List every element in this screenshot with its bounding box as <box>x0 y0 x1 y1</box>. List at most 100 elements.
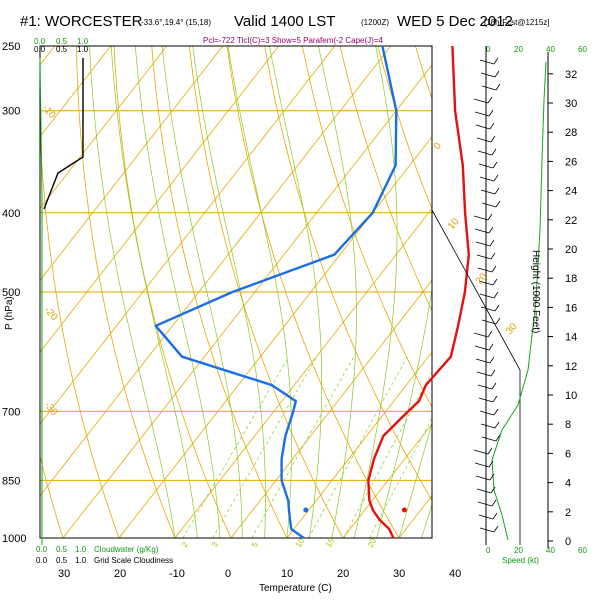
wind-barb <box>479 57 499 65</box>
wind-barb <box>474 460 494 468</box>
height-label: 0 <box>565 536 571 548</box>
wind-barb <box>475 473 495 481</box>
isotherm-left-label: -20 <box>42 305 60 323</box>
left-bottom-grn-0: 0.0 <box>36 545 48 554</box>
wind-barb-staff <box>479 410 495 416</box>
left-bottom-grn-2: 1.0 <box>75 545 87 554</box>
left-bottom-blk-1: 0.5 <box>56 556 68 565</box>
wind-barb-staff <box>480 306 496 312</box>
wind-barb-flag <box>495 200 501 208</box>
wind-barb-flag <box>491 265 497 273</box>
height-label: 26 <box>565 156 577 168</box>
wind-barb-staff <box>479 59 495 65</box>
wind-barb <box>474 343 494 351</box>
moist-adiabat <box>376 287 432 538</box>
height-label: 10 <box>565 390 577 402</box>
dewpoint-surface-point <box>303 507 309 513</box>
wind-barb-flag <box>490 135 496 143</box>
wind-barb-flag <box>494 304 500 312</box>
temp-tick-label: 10 <box>281 568 293 580</box>
wind-barb <box>476 252 496 260</box>
mixing-ratio-label: 3 <box>210 540 220 549</box>
wind-barb <box>480 421 500 429</box>
wind-barb <box>477 382 497 390</box>
isotherm-label: 20 <box>474 271 490 287</box>
wind-barb <box>480 304 500 312</box>
moist-adiabat <box>398 421 432 538</box>
isotherm-line <box>40 46 168 210</box>
isotherm-label: 30 <box>504 321 520 337</box>
temperature-surface-point <box>401 507 407 513</box>
dewpoint-line <box>154 45 398 539</box>
wind-barb-staff <box>478 514 494 520</box>
wind-barb-flag <box>492 512 498 520</box>
title-date: WED 5 Dec 2012 <box>397 13 513 30</box>
temp-tick-label: 40 <box>449 568 461 580</box>
wind-barb <box>475 356 495 364</box>
dry-adiabat <box>339 46 432 312</box>
isotherm-line <box>511 46 600 538</box>
wind-barb-staff <box>477 267 493 273</box>
grid-scale-label: Grid Scale Cloudiness <box>94 556 173 565</box>
wind-barb-staff <box>475 124 491 130</box>
moist-adiabat <box>110 46 198 538</box>
wind-barb <box>475 122 495 130</box>
dry-adiabat <box>40 119 120 538</box>
wind-barb-flag <box>487 96 493 104</box>
wind-barb <box>479 291 499 299</box>
wind-barb-staff <box>481 319 497 325</box>
wind-speed-curve <box>491 61 547 541</box>
wind-barb-flag <box>487 330 493 338</box>
wind-barb-staff <box>479 293 495 299</box>
mixing-ratio-label: 5 <box>250 540 260 549</box>
moist-adiabat <box>192 46 266 538</box>
wind-barb-staff <box>476 371 492 377</box>
wind-barb-flag <box>488 226 494 234</box>
wind-barb <box>474 109 494 117</box>
height-axis-title: Height (1000 Feet) <box>530 250 541 333</box>
y-axis-title: P (hPa) <box>4 296 15 330</box>
wind-barb-staff <box>481 85 497 91</box>
wind-barb-staff <box>477 501 493 507</box>
wind-barb <box>473 213 493 221</box>
pressure-label: 500 <box>2 287 20 299</box>
mixing-ratio-label: 2 <box>180 540 190 549</box>
left-bottom-blk-2: 1.0 <box>75 556 87 565</box>
wind-barb-flag <box>490 486 496 494</box>
dry-adiabat <box>76 46 176 538</box>
wind-barb <box>476 369 496 377</box>
wind-barb-flag <box>495 317 501 325</box>
moist-adiabat <box>134 46 221 538</box>
left-top-label-2: 1.0 <box>77 37 89 46</box>
wind-barb-staff <box>474 462 490 468</box>
wind-barb-flag <box>487 447 493 455</box>
moist-adiabat <box>353 46 398 538</box>
dry-adiabat <box>151 46 288 538</box>
height-label: 6 <box>565 448 571 460</box>
wind-barb <box>473 96 493 104</box>
height-label: 16 <box>565 302 577 314</box>
isotherm-line <box>40 46 112 138</box>
wind-barb <box>476 486 496 494</box>
pressure-label: 300 <box>2 106 20 118</box>
wind-barb-flag <box>489 473 495 481</box>
wind-barb-staff <box>475 475 491 481</box>
left-top-sub-2: 1.0 <box>77 45 89 54</box>
tropopause-line <box>431 209 521 545</box>
wind-barb <box>480 70 500 78</box>
wind-barb <box>481 317 501 325</box>
wind-barb-flag <box>490 369 496 377</box>
height-label: 4 <box>565 478 571 490</box>
dry-adiabat <box>491 46 600 538</box>
wind-barb-flag <box>494 421 500 429</box>
temp-tick-left-label: 20 <box>114 568 126 580</box>
temp-tick-label: 30 <box>393 568 405 580</box>
height-label: 8 <box>565 419 571 431</box>
wind-barb-staff <box>473 215 489 221</box>
right-top-label-0: 0 <box>486 45 491 54</box>
wind-barb <box>478 512 498 520</box>
wind-barb <box>481 200 501 208</box>
dry-adiabat <box>189 46 344 538</box>
left-top-label-1: 0.5 <box>56 37 68 46</box>
